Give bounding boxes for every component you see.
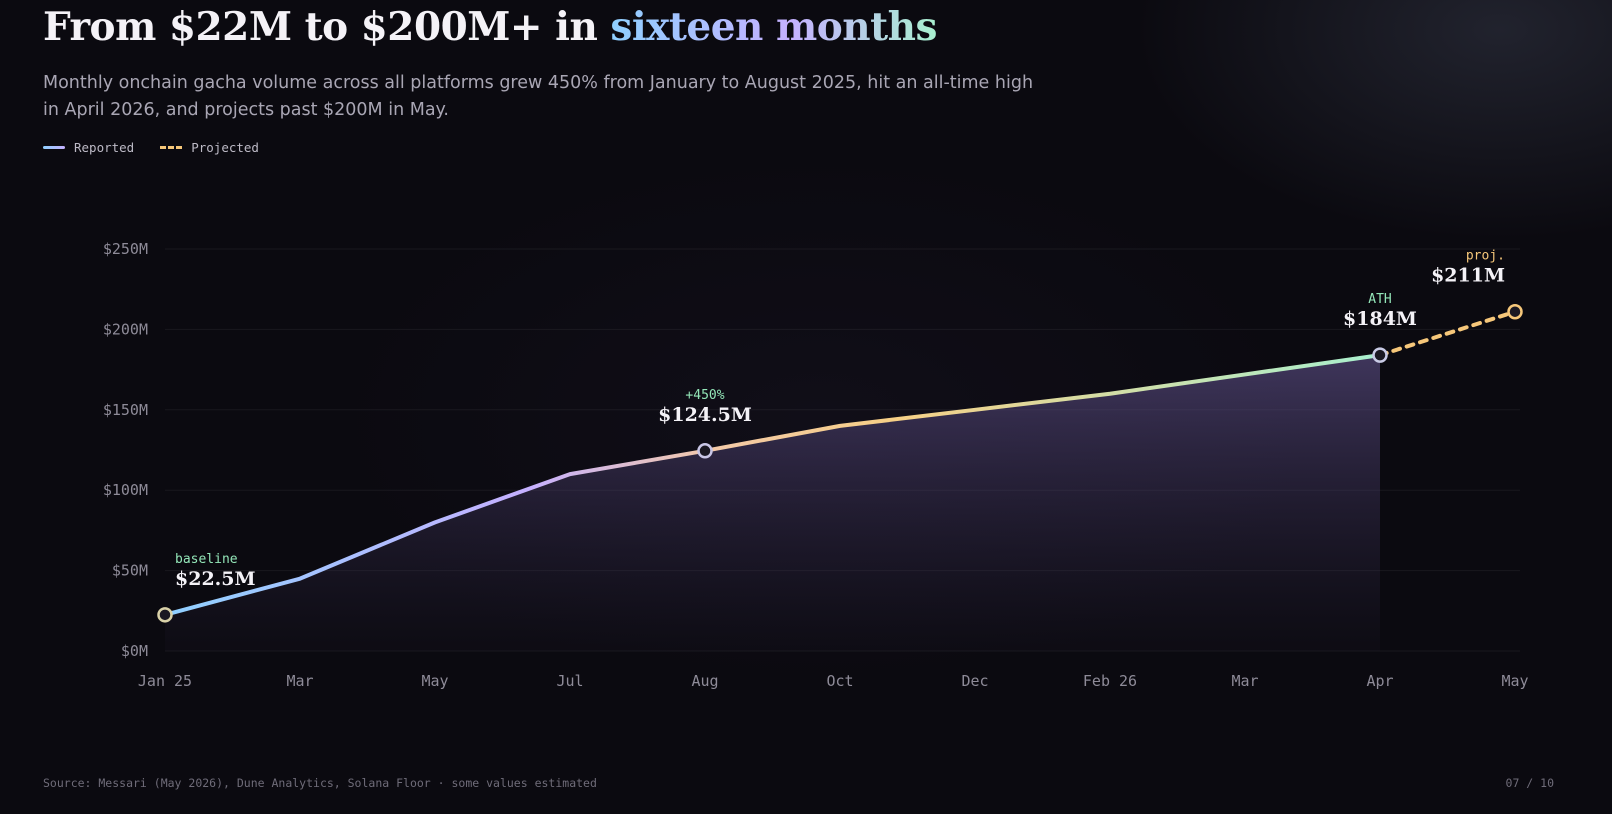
x-axis-ticks: Jan 25 Mar May Jul Aug Oct Dec Feb 26 Mar Apr May — [138, 672, 1529, 690]
source-note: Source: Messari (May 2026), Dune Analyti… — [43, 776, 597, 790]
annotation-tag: baseline — [175, 552, 238, 567]
y-tick-label: $0M — [121, 642, 148, 660]
legend-swatch-dashed-icon — [160, 146, 183, 149]
x-tick-label: Feb 26 — [1083, 672, 1137, 690]
data-points — [157, 303, 1523, 623]
annotation-value: $22.5M — [175, 568, 256, 590]
title-main: From $22M to $200M+ in — [43, 4, 611, 50]
annotation-tag: ATH — [1368, 292, 1391, 307]
chart-legend: Reported Projected — [43, 140, 259, 155]
annotation-value: $184M — [1343, 308, 1417, 330]
x-tick-label: Aug — [691, 672, 718, 690]
data-point-marker — [157, 607, 173, 623]
x-tick-label: Jul — [556, 672, 583, 690]
x-tick-label: Jan 25 — [138, 672, 192, 690]
data-point-marker — [1372, 347, 1388, 363]
data-point-marker — [1507, 303, 1523, 320]
x-tick-label: Dec — [961, 672, 988, 690]
page-subtitle: Monthly onchain gacha volume across all … — [43, 73, 1034, 120]
y-tick-label: $150M — [103, 401, 148, 419]
projected-series-line — [1378, 309, 1517, 358]
x-tick-label: Mar — [286, 672, 313, 690]
legend-item-projected: Projected — [160, 140, 259, 155]
reported-area-fill — [165, 355, 1380, 651]
page-title: From $22M to $200M+ in sixteen months — [43, 4, 937, 50]
x-tick-label: May — [1501, 672, 1528, 690]
data-point-marker — [697, 443, 713, 459]
legend-item-reported: Reported — [43, 140, 134, 155]
annotation-value: $211M — [1431, 265, 1505, 287]
x-tick-label: Oct — [826, 672, 853, 690]
annotation-tag: +450% — [685, 388, 724, 403]
y-tick-label: $250M — [103, 240, 148, 258]
annotations: baseline$22.5M +450%$124.5M ATH$184M proj.$… — [175, 249, 1505, 590]
y-tick-label: $200M — [103, 320, 148, 338]
y-axis-ticks: $0M $50M $100M $150M $200M $250M — [103, 240, 148, 660]
legend-label-reported: Reported — [74, 140, 135, 155]
annotation-value: $124.5M — [658, 404, 752, 426]
y-tick-label: $50M — [112, 562, 148, 580]
x-tick-label: Apr — [1366, 672, 1393, 690]
title-highlight: sixteen months — [610, 4, 937, 50]
reported-series-line — [163, 353, 1382, 617]
legend-label-projected: Projected — [191, 140, 259, 155]
x-tick-label: Mar — [1231, 672, 1258, 690]
y-tick-label: $100M — [103, 481, 148, 499]
legend-swatch-solid-icon — [43, 146, 65, 149]
annotation-tag: proj. — [1466, 249, 1505, 264]
x-tick-label: May — [421, 672, 448, 690]
page-indicator: 07 / 10 — [1505, 776, 1554, 790]
